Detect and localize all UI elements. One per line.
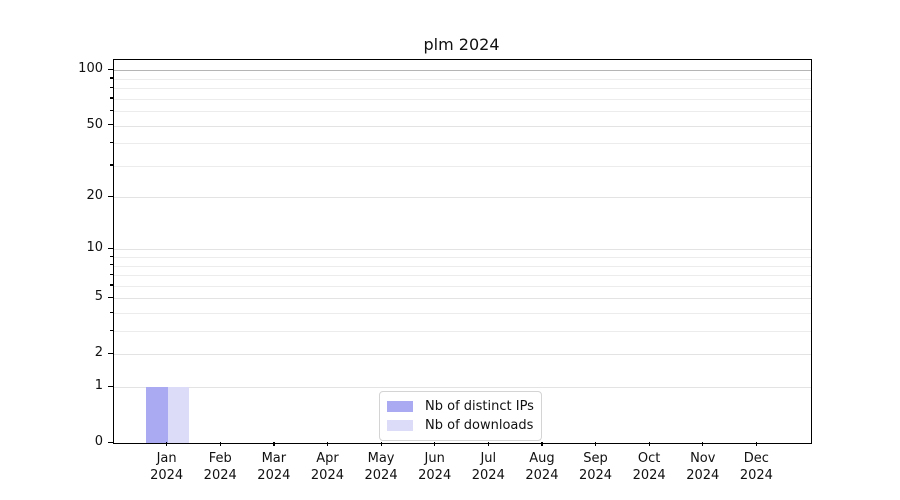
x-tick-mark — [755, 442, 758, 446]
x-tick-mark — [648, 442, 650, 446]
x-tick-mark — [380, 442, 382, 446]
gridline-major — [114, 249, 811, 251]
x-tick-label: Oct 2024 — [632, 451, 666, 483]
y-minor-tick-mark — [110, 311, 113, 313]
bar-nb-of-distinct-ips — [145, 387, 168, 443]
y-tick-label: 100 — [78, 61, 103, 77]
x-tick-mark — [487, 442, 489, 446]
y-tick-label: 1 — [94, 378, 103, 394]
gridline-major — [114, 298, 811, 300]
gridline-minor — [114, 275, 811, 277]
gridline-minor — [114, 78, 811, 80]
y-minor-tick-mark — [110, 86, 113, 88]
gridline-minor — [114, 257, 811, 259]
x-tick-label: Jul 2024 — [471, 451, 505, 483]
gridline-minor — [114, 313, 811, 315]
bar-nb-of-downloads — [167, 387, 190, 443]
gridline-minor — [114, 111, 811, 113]
y-tick-mark — [108, 385, 113, 387]
x-tick-label: Nov 2024 — [686, 451, 720, 483]
y-tick-mark — [108, 352, 113, 354]
y-minor-tick-mark — [110, 273, 113, 275]
x-tick-mark — [326, 442, 329, 446]
y-minor-tick-mark — [110, 109, 113, 111]
gridline-major — [114, 70, 811, 72]
gridline-major — [114, 125, 811, 127]
gridline-minor — [114, 265, 811, 267]
y-minor-tick-mark — [110, 97, 113, 99]
y-tick-label: 0 — [94, 434, 103, 449]
chart-title: plm 2024 — [423, 35, 500, 54]
x-tick-mark — [166, 442, 168, 446]
y-minor-tick-mark — [110, 329, 113, 331]
gridline-minor — [114, 165, 811, 167]
x-tick-label: Apr 2024 — [310, 451, 344, 483]
x-tick-label: Sep 2024 — [578, 451, 613, 483]
x-tick-label: May 2024 — [364, 451, 398, 483]
y-tick-mark — [108, 247, 113, 250]
y-tick-label: 5 — [94, 289, 103, 305]
y-tick-mark — [108, 296, 113, 299]
y-minor-tick-mark — [110, 164, 113, 166]
x-tick-label: Dec 2024 — [739, 451, 773, 483]
x-tick-mark — [595, 442, 597, 446]
y-tick-label: 10 — [86, 240, 103, 256]
legend-label-distinct-ips: Nb of distinct IPs — [425, 399, 534, 414]
y-minor-tick-mark — [110, 77, 113, 79]
gridline-major — [114, 197, 811, 199]
gridline-minor — [114, 143, 811, 145]
y-tick-label: 20 — [86, 188, 103, 204]
gridline-minor — [114, 88, 811, 90]
gridline-minor — [114, 98, 811, 100]
legend-swatch-distinct-ips — [387, 401, 413, 412]
plot-area — [113, 59, 812, 444]
legend: Nb of distinct IPs Nb of downloads — [379, 391, 542, 441]
legend-label-downloads: Nb of downloads — [425, 418, 534, 433]
y-tick-mark — [108, 441, 113, 443]
x-tick-mark — [702, 442, 704, 446]
legend-swatch-downloads — [387, 420, 413, 431]
legend-item-distinct-ips: Nb of distinct IPs — [387, 397, 534, 416]
x-tick-mark — [434, 442, 436, 446]
x-tick-label: Jun 2024 — [418, 451, 452, 483]
y-tick-label: 2 — [94, 345, 103, 361]
y-tick-label: 50 — [86, 116, 103, 132]
x-tick-label: Aug 2024 — [525, 451, 559, 483]
x-tick-label: Feb 2024 — [203, 451, 237, 483]
y-tick-mark — [108, 68, 113, 71]
y-minor-tick-mark — [110, 284, 113, 286]
y-minor-tick-mark — [110, 255, 113, 257]
x-tick-mark — [273, 442, 275, 446]
y-minor-tick-mark — [110, 141, 113, 143]
x-tick-label: Mar 2024 — [257, 451, 291, 483]
x-tick-mark — [219, 442, 221, 446]
x-tick-label: Jan 2024 — [150, 451, 184, 483]
gridline-minor — [114, 331, 811, 333]
legend-item-downloads: Nb of downloads — [387, 416, 533, 435]
y-minor-tick-mark — [110, 264, 113, 266]
gridline-major — [114, 354, 811, 356]
gridline-minor — [114, 285, 811, 287]
x-tick-mark — [541, 442, 543, 446]
gridline-major — [114, 387, 811, 389]
y-tick-mark — [108, 124, 113, 126]
y-tick-mark — [108, 195, 113, 197]
